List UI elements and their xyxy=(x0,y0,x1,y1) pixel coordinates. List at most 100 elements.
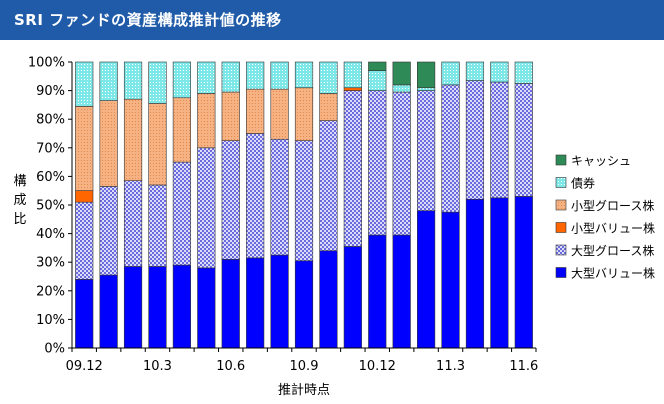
y-axis-label-char: 比 xyxy=(13,212,26,227)
bar-segment-4-9 xyxy=(294,61,314,89)
bar-segment-3-3 xyxy=(148,103,167,186)
stacked-bar-chart: 0% 10% 20% 30% 40% 50% 60% 70% 80% 90% 100% 09.12 10… xyxy=(13,56,655,399)
bar-segment-3-1 xyxy=(99,100,118,187)
legend-swatch xyxy=(555,222,567,233)
bar-segment-0-5 xyxy=(197,267,216,349)
bar-segment-0-17 xyxy=(490,197,509,349)
legend-label: 小型グロース株 xyxy=(571,198,654,213)
bar-segment-1-13 xyxy=(392,91,411,236)
y-tick-label: 80% xyxy=(36,113,65,128)
x-tick-label: 10.6 xyxy=(216,359,245,374)
y-tick-label: 40% xyxy=(36,227,65,242)
bar-segment-1-9 xyxy=(294,140,314,262)
bar-segment-1-1 xyxy=(99,186,118,276)
bar-segment-1-18 xyxy=(514,83,533,197)
y-axis-label-char: 成 xyxy=(13,193,26,208)
bar-segment-4-16 xyxy=(465,61,485,81)
legend-label: 大型グロース株 xyxy=(571,243,654,258)
bar-segment-4-17 xyxy=(490,61,509,83)
y-tick-label: 60% xyxy=(36,170,65,185)
bar-segment-1-17 xyxy=(490,81,509,199)
bar-segment-0-15 xyxy=(441,211,460,349)
bar-segment-3-4 xyxy=(172,97,191,163)
bar-segment-0-14 xyxy=(417,210,436,349)
bar-segment-0-1 xyxy=(99,274,118,349)
bar-segment-0-11 xyxy=(343,246,362,349)
bar-segment-4-11 xyxy=(343,61,362,89)
x-tick-label: 11.3 xyxy=(436,359,465,374)
bar-segment-5-14 xyxy=(417,61,436,89)
bar-segment-1-4 xyxy=(172,161,191,266)
legend-label: 小型バリュー株 xyxy=(571,221,655,236)
page-title: SRI ファンドの資産構成推計値の推移 xyxy=(14,11,282,29)
bar-segment-0-9 xyxy=(294,260,314,349)
bar-segment-0-10 xyxy=(319,250,338,349)
x-tick-label: 10.3 xyxy=(143,359,172,374)
bar-segment-3-5 xyxy=(197,93,216,149)
bar-segment-4-15 xyxy=(441,61,460,86)
x-tick-label: 10.12 xyxy=(359,359,396,374)
bar-segment-4-12 xyxy=(368,70,387,91)
bar-segment-3-0 xyxy=(75,106,94,192)
legend-label: 大型バリュー株 xyxy=(571,266,655,281)
bar-segment-4-13 xyxy=(392,84,411,93)
bar-segment-4-3 xyxy=(148,61,167,104)
y-tick-label: 70% xyxy=(36,141,65,156)
bar-segment-0-4 xyxy=(172,264,191,349)
bar-segment-1-15 xyxy=(441,84,460,213)
bar-segment-4-8 xyxy=(270,61,289,90)
bar-segment-0-12 xyxy=(368,234,387,349)
bar-segment-3-9 xyxy=(294,87,314,141)
bar-segment-4-18 xyxy=(514,61,533,84)
bar-segment-4-1 xyxy=(99,61,118,101)
y-axis-label-char: 構 xyxy=(13,174,26,189)
y-tick-label: 0% xyxy=(44,342,65,357)
bar-segment-4-14 xyxy=(417,87,436,91)
y-tick-label: 50% xyxy=(36,199,65,214)
legend-swatch xyxy=(555,154,567,166)
bar-segment-3-10 xyxy=(319,93,338,121)
legend-swatch xyxy=(555,199,567,211)
bar-segment-5-12 xyxy=(368,61,387,71)
bar-segment-3-2 xyxy=(123,98,143,181)
legend-swatch xyxy=(555,267,567,278)
bar-segment-1-8 xyxy=(270,138,289,256)
bar-segment-5-13 xyxy=(392,61,411,86)
x-tick-label: 11.6 xyxy=(509,359,538,374)
legend-swatch xyxy=(555,244,567,256)
bar-segment-0-16 xyxy=(465,198,485,349)
x-tick-label: 09.12 xyxy=(66,359,103,374)
bar-segment-4-4 xyxy=(172,61,191,99)
bar-segment-1-6 xyxy=(221,140,240,260)
y-tick-label: 10% xyxy=(36,313,65,328)
legend-label: 債券 xyxy=(571,176,595,191)
bar-segment-0-13 xyxy=(392,234,411,349)
bar-segment-0-7 xyxy=(246,257,265,349)
bar-segment-0-2 xyxy=(123,266,143,349)
bar-segment-2-0 xyxy=(75,190,94,203)
bar-segment-1-16 xyxy=(465,80,485,200)
bar-segment-4-10 xyxy=(319,61,338,94)
bar-segment-4-6 xyxy=(221,61,240,93)
bar-segment-1-3 xyxy=(148,184,167,267)
bar-segment-0-3 xyxy=(148,266,167,349)
bar-segment-1-12 xyxy=(368,90,387,236)
bar-segment-1-5 xyxy=(197,147,216,269)
x-axis-label: 推計時点 xyxy=(278,382,330,398)
bar-segment-0-0 xyxy=(75,279,94,349)
bar-segment-1-11 xyxy=(343,90,362,247)
y-axis-label: 構成比 xyxy=(13,174,26,227)
bar-segment-1-14 xyxy=(417,90,436,212)
bar-segment-1-7 xyxy=(246,133,265,259)
bar-segment-4-5 xyxy=(197,61,216,94)
bar-segment-0-8 xyxy=(270,254,289,349)
legend-label: キャッシュ xyxy=(571,154,631,168)
bar-segment-4-7 xyxy=(246,61,265,90)
bar-segment-4-2 xyxy=(123,61,143,100)
title-bar: SRI ファンドの資産構成推計値の推移 xyxy=(0,0,664,40)
bar-segment-2-11 xyxy=(343,87,362,91)
bar-segment-3-7 xyxy=(246,88,265,134)
legend-swatch xyxy=(555,177,567,188)
bar-segment-1-2 xyxy=(123,180,143,267)
bar-segment-0-18 xyxy=(514,196,533,349)
